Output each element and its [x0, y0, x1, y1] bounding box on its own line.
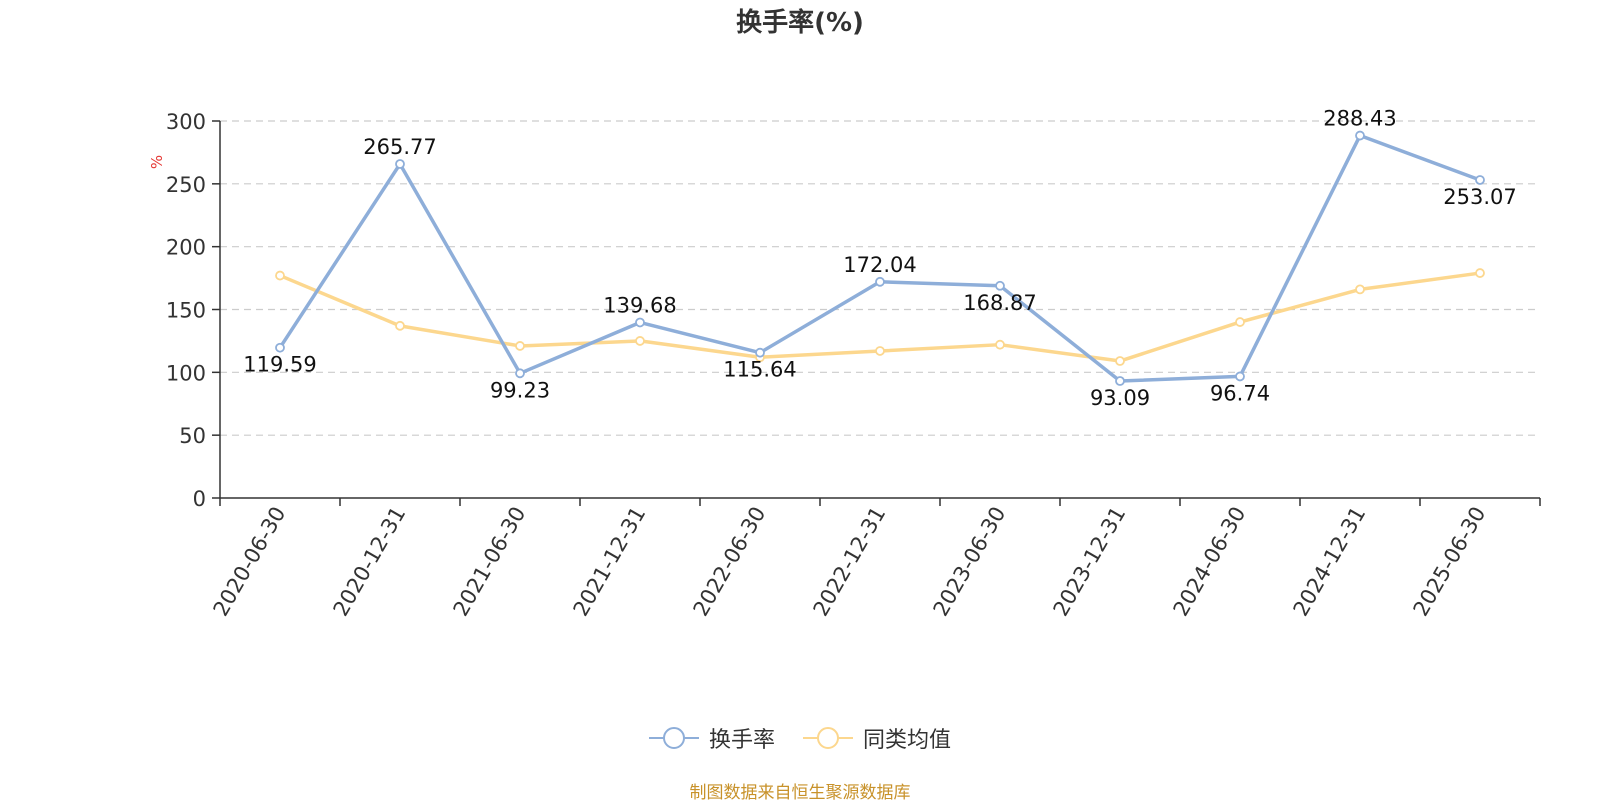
data-point-series-1	[875, 346, 885, 356]
data-label: 99.23	[490, 378, 550, 402]
x-tick-label: 2021-06-30	[449, 503, 531, 621]
data-point-series-0	[515, 368, 525, 379]
y-tick-label: 100	[166, 361, 206, 385]
data-point-series-1	[1355, 284, 1365, 295]
data-label: 139.68	[603, 293, 676, 317]
data-point-series-1	[1115, 356, 1125, 366]
x-tick-label: 2024-12-31	[1289, 503, 1371, 621]
x-tick-label: 2020-06-30	[209, 503, 291, 621]
data-label: 172.04	[843, 253, 916, 277]
y-axis-label: %	[148, 155, 166, 169]
legend-label-turnover: 换手率	[708, 728, 775, 753]
legend-label-peer-average: 同类均值	[863, 728, 952, 753]
data-point-series-0	[635, 317, 645, 328]
data-label: 168.87	[963, 291, 1036, 315]
data-point-series-0	[1475, 175, 1485, 185]
legend-swatch-turnover	[648, 725, 699, 751]
y-tick-label: 50	[179, 424, 206, 448]
data-label: 96.74	[1210, 381, 1270, 405]
legend-item-peer-average[interactable]: 同类均值	[803, 722, 951, 754]
data-point-series-0	[1355, 130, 1365, 141]
data-point-series-1	[275, 270, 285, 281]
x-tick-label: 2024-06-30	[1169, 503, 1251, 621]
y-tick-label: 200	[166, 236, 206, 260]
data-point-series-0	[1235, 371, 1245, 382]
data-label: 115.64	[723, 358, 796, 382]
x-tick-label: 2022-06-30	[689, 503, 771, 621]
data-point-series-0	[995, 280, 1005, 291]
data-point-series-1	[1475, 268, 1485, 278]
x-tick-label: 2023-12-31	[1049, 503, 1131, 621]
legend-swatch-peer-average	[803, 725, 853, 751]
data-point-series-1	[995, 339, 1005, 350]
chart-legend: 换手率 同类均值	[0, 722, 1600, 754]
legend-item-turnover[interactable]: 换手率	[648, 722, 775, 754]
data-label: 119.59	[243, 353, 316, 377]
data-point-series-0	[875, 276, 885, 287]
legend-dot-peer-average	[817, 727, 839, 749]
data-label: 265.77	[363, 135, 436, 159]
x-tick-label: 2025-06-30	[1409, 503, 1491, 621]
data-point-series-1	[395, 320, 405, 331]
data-point-series-0	[1115, 376, 1125, 386]
x-tick-label: 2021-12-31	[569, 503, 651, 621]
data-point-series-0	[755, 347, 765, 358]
data-point-series-1	[635, 336, 645, 346]
y-tick-label: 300	[166, 110, 206, 134]
data-label: 288.43	[1323, 107, 1396, 131]
data-label: 253.07	[1443, 185, 1516, 209]
x-tick-label: 2020-12-31	[329, 503, 411, 621]
data-source-note: 制图数据来自恒生聚源数据库	[689, 783, 911, 800]
legend-dot-turnover	[662, 727, 685, 749]
data-point-series-0	[275, 342, 285, 353]
data-point-series-0	[395, 159, 405, 169]
x-tick-label: 2023-06-30	[929, 503, 1011, 621]
x-tick-label: 2022-12-31	[809, 503, 891, 621]
data-point-series-1	[1235, 317, 1245, 327]
y-tick-label: 150	[166, 299, 206, 323]
data-label: 93.09	[1090, 386, 1150, 410]
y-tick-label: 0	[193, 487, 206, 511]
chart-title: 换手率(%)	[736, 8, 864, 38]
y-tick-label: 250	[166, 173, 206, 197]
data-point-series-1	[515, 341, 525, 351]
